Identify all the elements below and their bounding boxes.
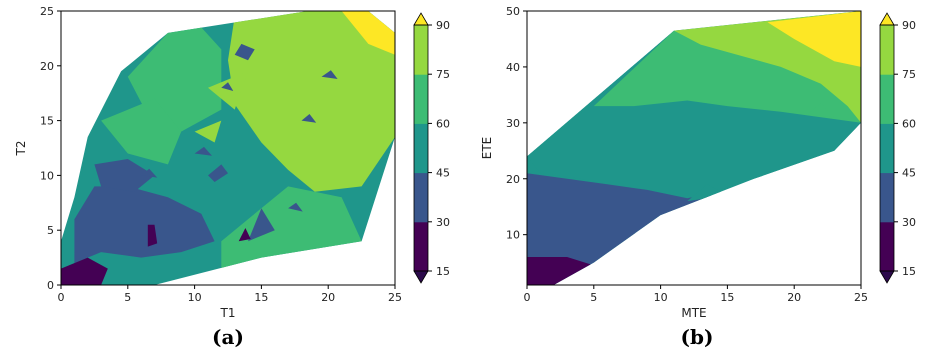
contour-region bbox=[208, 71, 248, 110]
colorbar-band bbox=[414, 25, 428, 75]
colorbar-band bbox=[880, 221, 894, 272]
contour-region bbox=[301, 114, 317, 123]
plot-frame bbox=[526, 10, 862, 286]
panel-label: (a) bbox=[212, 325, 244, 349]
colorbar-tick-label: 15 bbox=[902, 265, 916, 278]
y-tick-label: 20 bbox=[506, 173, 520, 186]
contour-region bbox=[234, 43, 255, 61]
y-tick-label: 10 bbox=[506, 229, 520, 242]
colorbar-band bbox=[414, 172, 428, 223]
contour-region bbox=[593, 22, 861, 123]
y-tick-label: 30 bbox=[506, 117, 520, 130]
x-tick-label: 25 bbox=[854, 291, 868, 304]
x-tick-label: 15 bbox=[254, 291, 268, 304]
contour-region bbox=[141, 168, 158, 178]
colorbar-tick-label: 90 bbox=[436, 19, 450, 32]
contour-region bbox=[228, 11, 395, 192]
colorbar-extend-low bbox=[879, 270, 895, 284]
colorbar-extend-low bbox=[413, 270, 429, 284]
panel-a: 0 5 10 15 20 25 0 5 10 15 20 25 T1 T2 15 30 45 60 75 90 (a) bbox=[14, 5, 450, 349]
y-tick-label: 0 bbox=[47, 279, 54, 292]
contour-region bbox=[687, 184, 728, 202]
colorbar-band bbox=[880, 123, 894, 174]
colorbar-tick-label: 45 bbox=[902, 167, 916, 180]
colorbar: 15 30 45 60 75 90 bbox=[879, 12, 916, 284]
x-tick-label: 5 bbox=[124, 291, 131, 304]
contour-region bbox=[248, 208, 275, 242]
y-tick-label: 15 bbox=[40, 115, 54, 128]
x-tick-label: 10 bbox=[654, 291, 668, 304]
colorbar-tick-label: 60 bbox=[902, 117, 916, 130]
colorbar-extend-high bbox=[879, 12, 895, 26]
x-tick-label: 5 bbox=[590, 291, 597, 304]
colorbar-extend-high bbox=[413, 12, 429, 26]
contour-region bbox=[101, 98, 182, 165]
contour-region bbox=[527, 173, 714, 285]
colorbar-band bbox=[880, 74, 894, 124]
x-tick-label: 15 bbox=[720, 291, 734, 304]
colorbar-frame bbox=[413, 24, 429, 272]
x-tick-label: 10 bbox=[188, 291, 202, 304]
y-tick-label: 40 bbox=[506, 61, 520, 74]
x-tick-label: 0 bbox=[524, 291, 531, 304]
x-tick-label: 25 bbox=[388, 291, 402, 304]
colorbar-band bbox=[414, 221, 428, 272]
contour-region bbox=[527, 257, 594, 285]
colorbar-tick-label: 90 bbox=[902, 19, 916, 32]
x-tick-label: 20 bbox=[787, 291, 801, 304]
contour-region bbox=[94, 159, 155, 192]
y-tick-label: 50 bbox=[506, 5, 520, 18]
colorbar-band bbox=[880, 172, 894, 223]
contour-region bbox=[61, 257, 108, 285]
panel-b: 0 5 10 15 20 25 10 20 30 40 50 MTE ETE 15 30 45 60 75 90 (b… bbox=[480, 5, 916, 349]
colorbar-tick-label: 60 bbox=[436, 117, 450, 130]
contour-region bbox=[208, 164, 228, 182]
colorbar-band bbox=[880, 25, 894, 75]
y-tick-label: 5 bbox=[47, 224, 54, 237]
x-tick-label: 20 bbox=[321, 291, 335, 304]
colorbar-tick-label: 30 bbox=[436, 216, 450, 229]
contour-region bbox=[807, 103, 835, 118]
y-tick-label: 10 bbox=[40, 169, 54, 182]
panel-label: (b) bbox=[681, 325, 714, 349]
contour-regions bbox=[527, 11, 861, 285]
plot-frame bbox=[60, 10, 396, 286]
contour-region bbox=[288, 202, 303, 212]
y-tick-label: 20 bbox=[40, 60, 54, 73]
colorbar-tick-label: 75 bbox=[436, 68, 450, 81]
colorbar: 15 30 45 60 75 90 bbox=[413, 12, 450, 284]
contour-region bbox=[341, 11, 395, 55]
x-tick-label: 0 bbox=[58, 291, 65, 304]
colorbar-tick-label: 75 bbox=[902, 68, 916, 81]
colorbar-tick-label: 30 bbox=[902, 216, 916, 229]
contour-region bbox=[194, 146, 212, 156]
colorbar-band bbox=[414, 74, 428, 124]
y-tick-label: 25 bbox=[40, 5, 54, 18]
contour-region bbox=[74, 186, 215, 264]
x-axis-label: MTE bbox=[681, 306, 706, 320]
contour-region bbox=[147, 224, 158, 247]
colorbar-frame bbox=[879, 24, 895, 272]
y-axis-label: ETE bbox=[480, 137, 494, 160]
y-axis-label: T2 bbox=[14, 141, 28, 157]
contour-regions bbox=[61, 11, 395, 285]
contour-region bbox=[221, 82, 234, 91]
contour-region bbox=[238, 228, 251, 242]
x-axis-label: T1 bbox=[220, 306, 236, 320]
colorbar-tick-label: 15 bbox=[436, 265, 450, 278]
contour-region bbox=[194, 120, 222, 143]
contour-region bbox=[767, 11, 861, 67]
contour-region bbox=[321, 70, 338, 79]
colorbar-tick-label: 45 bbox=[436, 167, 450, 180]
colorbar-band bbox=[414, 123, 428, 174]
